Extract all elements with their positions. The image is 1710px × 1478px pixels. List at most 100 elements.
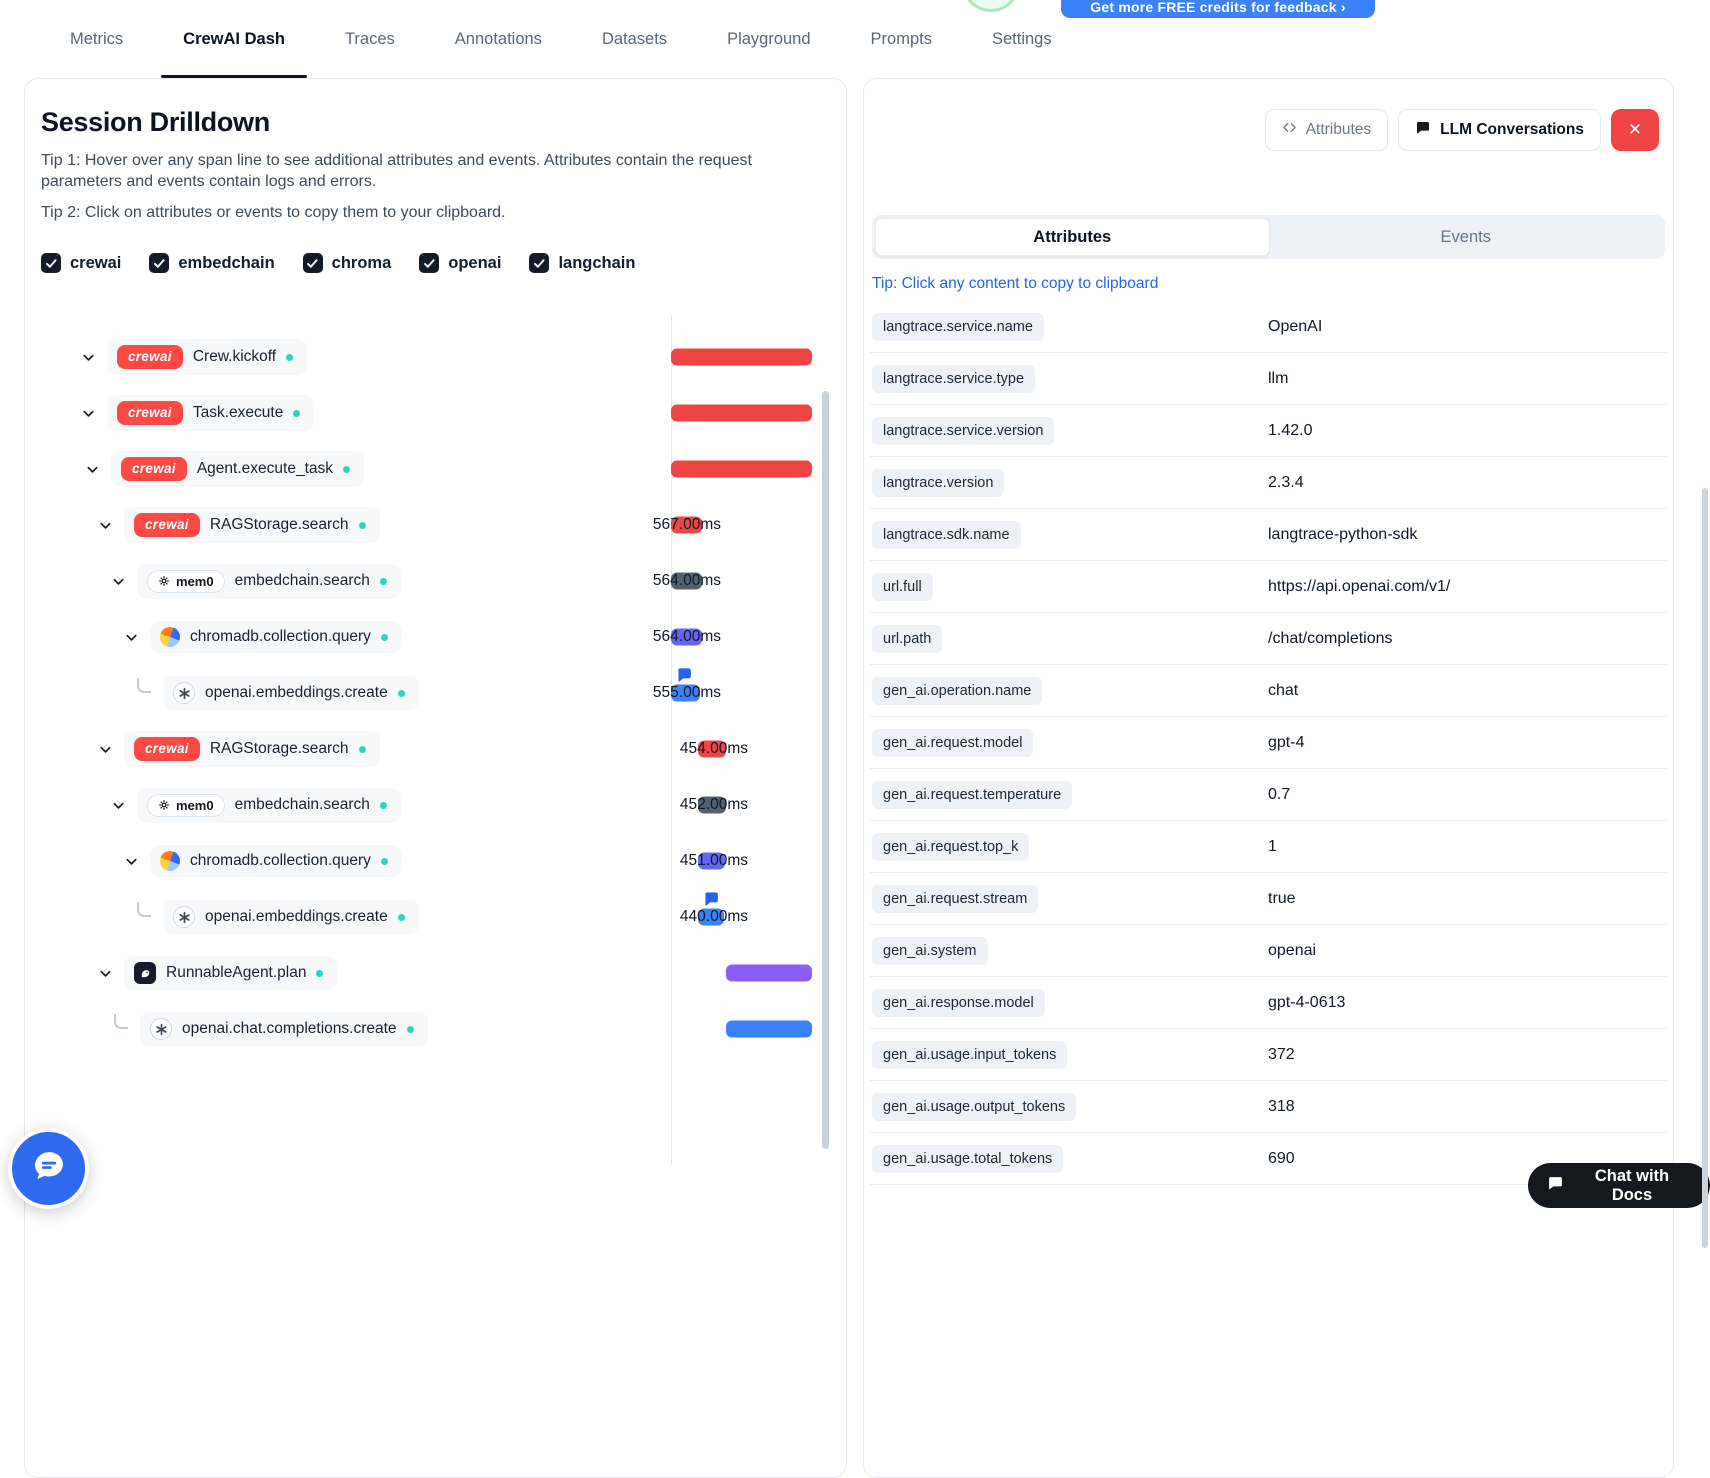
tab-traces[interactable]: Traces — [344, 29, 395, 48]
attr-value[interactable]: 1.42.0 — [1268, 421, 1313, 439]
span-bar[interactable] — [671, 460, 812, 478]
chevron-down-icon[interactable] — [94, 962, 116, 984]
chat-bubble-icon — [1415, 120, 1431, 141]
attr-value[interactable]: 1 — [1268, 837, 1277, 855]
span-bar[interactable] — [671, 684, 700, 702]
span-pill[interactable]: mem0 embedchain.search — [137, 563, 401, 599]
attr-value[interactable]: 0.7 — [1268, 785, 1291, 803]
waterfall-scrollbar[interactable] — [822, 391, 829, 1150]
checkbox-checked-icon[interactable] — [149, 253, 170, 274]
span-bar[interactable] — [671, 348, 812, 366]
attr-value[interactable]: /chat/completions — [1268, 629, 1393, 647]
span-bar[interactable] — [726, 964, 812, 982]
chevron-down-icon[interactable] — [77, 402, 99, 424]
attr-value[interactable]: openai — [1268, 941, 1317, 959]
span-pill[interactable]: chromadb.collection.query — [150, 621, 402, 654]
tab-settings[interactable]: Settings — [991, 29, 1052, 48]
attr-value[interactable]: 372 — [1268, 1045, 1295, 1063]
attr-value[interactable]: 2.3.4 — [1268, 473, 1304, 491]
detail-tab-attributes[interactable]: Attributes — [875, 218, 1270, 256]
tab-crewai-dash[interactable]: CrewAI Dash — [161, 0, 307, 78]
tab-metrics[interactable]: Metrics — [70, 29, 124, 48]
chevron-down-icon[interactable] — [77, 346, 99, 368]
attr-value[interactable]: true — [1268, 889, 1296, 907]
span-bar[interactable] — [698, 852, 725, 870]
span-bar[interactable] — [698, 740, 726, 758]
chevron-down-icon[interactable] — [94, 738, 116, 760]
attr-value[interactable]: OpenAI — [1268, 317, 1323, 335]
span-pill[interactable]: openai.embeddings.create — [163, 676, 419, 711]
tab-datasets[interactable]: Datasets — [601, 29, 668, 48]
attr-key-chip[interactable]: gen_ai.request.stream — [872, 884, 1039, 913]
attr-value[interactable]: chat — [1268, 681, 1299, 699]
span-bar[interactable] — [671, 628, 702, 646]
attr-key-chip[interactable]: gen_ai.usage.total_tokens — [872, 1144, 1064, 1173]
attr-value[interactable]: gpt-4-0613 — [1268, 993, 1346, 1011]
attr-key-chip[interactable]: gen_ai.operation.name — [872, 676, 1043, 705]
page-scrollbar[interactable] — [1702, 488, 1708, 1248]
span-pill[interactable]: openai.embeddings.create — [163, 900, 419, 935]
attr-value[interactable]: 690 — [1268, 1149, 1295, 1167]
attr-key-chip[interactable]: gen_ai.usage.input_tokens — [872, 1040, 1068, 1069]
close-button[interactable]: ✕ — [1611, 109, 1659, 151]
attr-key-chip[interactable]: gen_ai.system — [872, 936, 988, 965]
attr-key-chip[interactable]: langtrace.sdk.name — [872, 520, 1021, 549]
attr-value[interactable]: gpt-4 — [1268, 733, 1305, 751]
span-pill[interactable]: chromadb.collection.query — [150, 845, 402, 878]
checkbox-checked-icon[interactable] — [529, 253, 550, 274]
tab-playground[interactable]: Playground — [727, 29, 811, 48]
span-pill[interactable]: crewai RAGStorage.search — [124, 731, 380, 768]
attr-key-chip[interactable]: gen_ai.request.model — [872, 728, 1034, 757]
span-bar[interactable] — [698, 796, 726, 814]
copy-tip-link[interactable]: Tip: Click any content to copy to clipbo… — [872, 275, 1159, 292]
attr-key-chip[interactable]: gen_ai.request.temperature — [872, 780, 1073, 809]
credits-button[interactable]: Get more FREE credits for feedback › — [1061, 0, 1375, 18]
attr-value[interactable]: https://api.openai.com/v1/ — [1268, 577, 1451, 595]
attributes-button[interactable]: Attributes — [1264, 109, 1389, 151]
filter-langchain[interactable]: langchain — [529, 253, 635, 274]
attr-key-chip[interactable]: gen_ai.request.top_k — [872, 832, 1030, 861]
chevron-down-icon[interactable] — [94, 514, 116, 536]
tab-annotations[interactable]: Annotations — [454, 29, 542, 48]
attr-key-chip[interactable]: url.path — [872, 624, 943, 653]
attr-key-chip[interactable]: gen_ai.usage.output_tokens — [872, 1092, 1077, 1121]
attr-value[interactable]: 318 — [1268, 1097, 1295, 1115]
chevron-down-icon[interactable] — [120, 850, 142, 872]
span-bar[interactable] — [726, 1020, 812, 1038]
attr-key-chip[interactable]: langtrace.service.name — [872, 312, 1044, 341]
filter-embedchain[interactable]: embedchain — [149, 253, 275, 274]
chat-with-docs-button[interactable]: Chat with Docs — [1528, 1163, 1710, 1208]
checkbox-checked-icon[interactable] — [302, 253, 323, 274]
span-pill[interactable]: crewai Crew.kickoff — [107, 339, 308, 376]
chevron-down-icon[interactable] — [120, 626, 142, 648]
filter-openai[interactable]: openai — [419, 253, 501, 274]
span-pill[interactable]: mem0 embedchain.search — [137, 787, 401, 823]
detail-tab-events[interactable]: Events — [1440, 227, 1491, 246]
attr-key-chip[interactable]: langtrace.service.version — [872, 416, 1055, 445]
span-pill[interactable]: RunnableAgent.plan — [124, 956, 338, 991]
attr-key-chip[interactable]: url.full — [872, 572, 933, 601]
chevron-down-icon[interactable] — [107, 794, 129, 816]
llm-conversations-button[interactable]: LLM Conversations — [1398, 109, 1601, 151]
span-pill[interactable]: crewai Task.execute — [107, 395, 315, 432]
span-bar[interactable] — [671, 404, 812, 422]
attr-key-chip[interactable]: langtrace.version — [872, 468, 1005, 497]
attr-key-chip[interactable]: gen_ai.response.model — [872, 988, 1045, 1017]
span-pill[interactable]: openai.chat.completions.create — [140, 1012, 428, 1047]
chevron-down-icon[interactable] — [81, 458, 103, 480]
span-pill[interactable]: crewai Agent.execute_task — [111, 451, 364, 488]
checkbox-checked-icon[interactable] — [419, 253, 440, 274]
span-pill[interactable]: crewai RAGStorage.search — [124, 507, 380, 544]
span-bar[interactable] — [671, 516, 702, 534]
attr-key-chip[interactable]: langtrace.service.type — [872, 364, 1036, 393]
span-bar[interactable] — [698, 908, 724, 926]
filter-chroma[interactable]: chroma — [302, 253, 391, 274]
attr-value[interactable]: llm — [1268, 369, 1289, 387]
filter-crewai[interactable]: crewai — [41, 253, 121, 274]
chevron-down-icon[interactable] — [107, 570, 129, 592]
span-bar[interactable] — [671, 572, 702, 590]
tab-prompts[interactable]: Prompts — [870, 29, 932, 48]
checkbox-checked-icon[interactable] — [41, 253, 61, 274]
chat-widget-button[interactable] — [8, 1128, 89, 1209]
attr-value[interactable]: langtrace-python-sdk — [1268, 525, 1418, 543]
